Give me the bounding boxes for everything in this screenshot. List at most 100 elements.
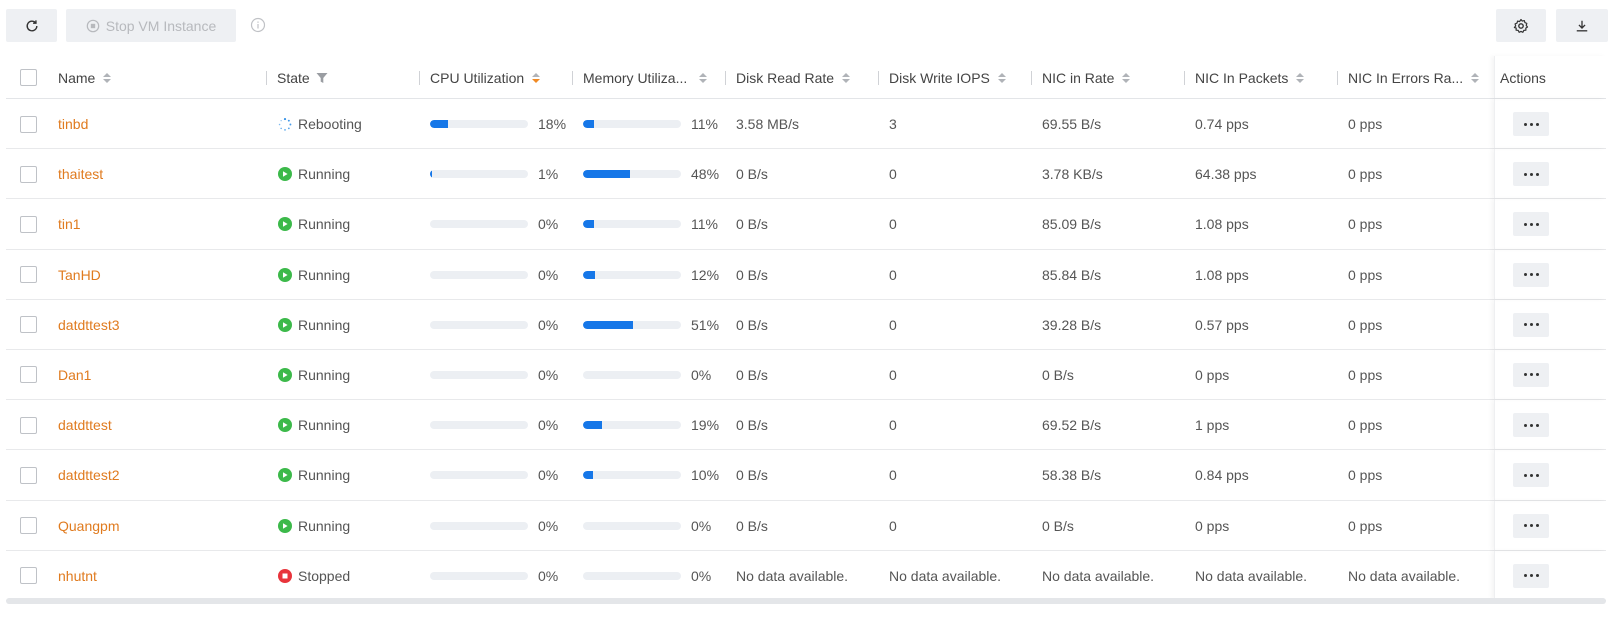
sort-icon[interactable] (103, 72, 112, 83)
column-separator[interactable] (419, 71, 420, 85)
toolbar: Stop VM Instance (6, 9, 1608, 42)
more-actions-button[interactable] (1513, 212, 1549, 237)
instance-name-link[interactable]: datdttest2 (58, 467, 120, 484)
row-select-cell (20, 300, 37, 350)
more-actions-button[interactable] (1513, 463, 1549, 488)
nic-in-packets: 64.38 pps (1195, 166, 1257, 183)
instance-name-link[interactable]: tinbd (58, 116, 89, 132)
column-separator[interactable] (1337, 71, 1338, 85)
stop-vm-instance-button[interactable]: Stop VM Instance (66, 9, 236, 42)
instance-name-link[interactable]: nhutnt (58, 567, 97, 584)
row-checkbox[interactable] (20, 215, 37, 233)
sort-icon[interactable] (1122, 72, 1131, 83)
more-actions-button[interactable] (1513, 112, 1549, 136)
column-separator[interactable] (266, 71, 267, 85)
cpu-usage-percent: 0% (538, 467, 559, 484)
row-checkbox[interactable] (20, 115, 37, 133)
nic-in-errors-rate: 0 pps (1348, 517, 1383, 534)
table-row: TanHD Running 0% 12% 0 B/s 0 85.84 B/s 1.08 pps… (6, 249, 1606, 300)
more-actions-button[interactable] (1513, 513, 1549, 538)
row-checkbox[interactable] (20, 466, 37, 484)
instance-name-cell: tinbd (58, 99, 88, 149)
table-row: datdttest Running 0% 19% 0 B/s 0 69.52 B/s 1 pp… (6, 400, 1606, 451)
row-checkbox[interactable] (20, 416, 37, 434)
column-separator[interactable] (878, 71, 879, 85)
table-row: Dan1 Running 0% 0% 0 B/s 0 0 B/s 0 pps 0 pps (6, 349, 1606, 401)
column-header-disk-read[interactable]: Disk Read Rate (736, 56, 851, 99)
sort-icon[interactable] (997, 72, 1006, 83)
column-separator[interactable] (725, 71, 726, 85)
nic-in-packets: 1 pps (1195, 417, 1230, 434)
horizontal-scrollbar[interactable] (6, 598, 1606, 604)
info-icon[interactable] (250, 17, 266, 33)
nic-in-errors-rate: 0 pps (1348, 216, 1383, 233)
column-header-nic-in-rate-label: NIC in Rate (1042, 69, 1115, 86)
memory-usage-bar (583, 120, 681, 128)
column-separator[interactable] (1184, 71, 1185, 85)
table-row: nhutnt Stopped 0% 0% No data available. No da… (6, 550, 1606, 601)
row-checkbox[interactable] (20, 266, 37, 284)
instance-name-link[interactable]: datdttest3 (58, 316, 120, 333)
nic-in-packets: 0 pps (1195, 366, 1230, 383)
row-checkbox[interactable] (20, 366, 37, 384)
memory-usage-bar (583, 220, 681, 229)
actions-cell (1494, 249, 1606, 299)
instance-name-link[interactable]: tin1 (58, 216, 81, 233)
column-separator[interactable] (1031, 71, 1032, 85)
instance-name-link[interactable]: TanHD (58, 266, 101, 283)
nic-in-errors-rate: 0 pps (1348, 166, 1383, 183)
sort-icon[interactable] (699, 72, 708, 83)
disk-write-iops: 0 (889, 467, 897, 484)
cpu-utilization-cell (430, 450, 528, 500)
column-header-nic-in-rate[interactable]: NIC in Rate (1042, 56, 1131, 99)
instance-name-cell: nhutnt (58, 551, 97, 601)
row-select-cell (20, 501, 37, 551)
sort-icon[interactable] (842, 72, 851, 83)
sort-descending-icon[interactable] (532, 72, 541, 83)
sort-icon[interactable] (1471, 72, 1480, 83)
filter-icon[interactable] (316, 72, 328, 84)
instance-state-label: Running (298, 417, 351, 434)
instance-name-link[interactable]: thaitest (58, 166, 104, 183)
select-all-checkbox[interactable] (20, 69, 37, 86)
row-checkbox[interactable] (20, 316, 37, 334)
row-checkbox[interactable] (20, 517, 37, 534)
running-status-icon (278, 468, 292, 483)
column-header-nic-in-errors[interactable]: NIC In Errors Ra... (1348, 56, 1480, 99)
instance-state-label: Running (298, 216, 351, 233)
download-button[interactable] (1556, 9, 1608, 42)
sort-icon[interactable] (1296, 72, 1305, 83)
more-actions-button[interactable] (1513, 362, 1549, 387)
refresh-button[interactable] (6, 9, 57, 42)
column-header-disk-write[interactable]: Disk Write IOPS (889, 56, 1006, 99)
nic-in-packets: 0.84 pps (1195, 467, 1249, 484)
memory-utilization-cell (583, 149, 681, 199)
instance-state: Running (278, 300, 350, 350)
instance-name-link[interactable]: Quangpm (58, 517, 120, 534)
memory-usage-bar (583, 421, 681, 430)
nic-in-packets: 0.57 pps (1195, 316, 1249, 333)
column-header-memory[interactable]: Memory Utiliza... (583, 56, 708, 99)
column-separator[interactable] (572, 71, 573, 85)
column-header-nic-in-packets[interactable]: NIC In Packets (1195, 56, 1305, 99)
memory-usage-percent: 10% (691, 467, 720, 484)
disk-write-iops: 0 (889, 417, 897, 434)
column-header-state[interactable]: State (277, 56, 328, 99)
more-actions-button[interactable] (1513, 563, 1549, 588)
row-checkbox[interactable] (20, 165, 37, 183)
memory-utilization-cell (583, 450, 681, 500)
more-actions-button[interactable] (1513, 162, 1549, 187)
column-header-cpu[interactable]: CPU Utilization (430, 56, 541, 99)
row-checkbox[interactable] (20, 567, 37, 585)
more-actions-button[interactable] (1513, 262, 1549, 287)
settings-button[interactable] (1496, 9, 1546, 42)
stop-circle-icon (86, 19, 100, 32)
more-actions-button[interactable] (1513, 413, 1549, 438)
nic-in-packets: 0.74 pps (1195, 116, 1249, 132)
instance-name-link[interactable]: datdttest (58, 417, 112, 434)
actions-cell (1494, 199, 1606, 249)
instance-name-link[interactable]: Dan1 (58, 366, 92, 383)
table-row: datdttest2 Running 0% 10% 0 B/s 0 58.38 B/s 0.8… (6, 450, 1606, 501)
more-actions-button[interactable] (1513, 312, 1549, 337)
column-header-name[interactable]: Name (58, 56, 112, 99)
